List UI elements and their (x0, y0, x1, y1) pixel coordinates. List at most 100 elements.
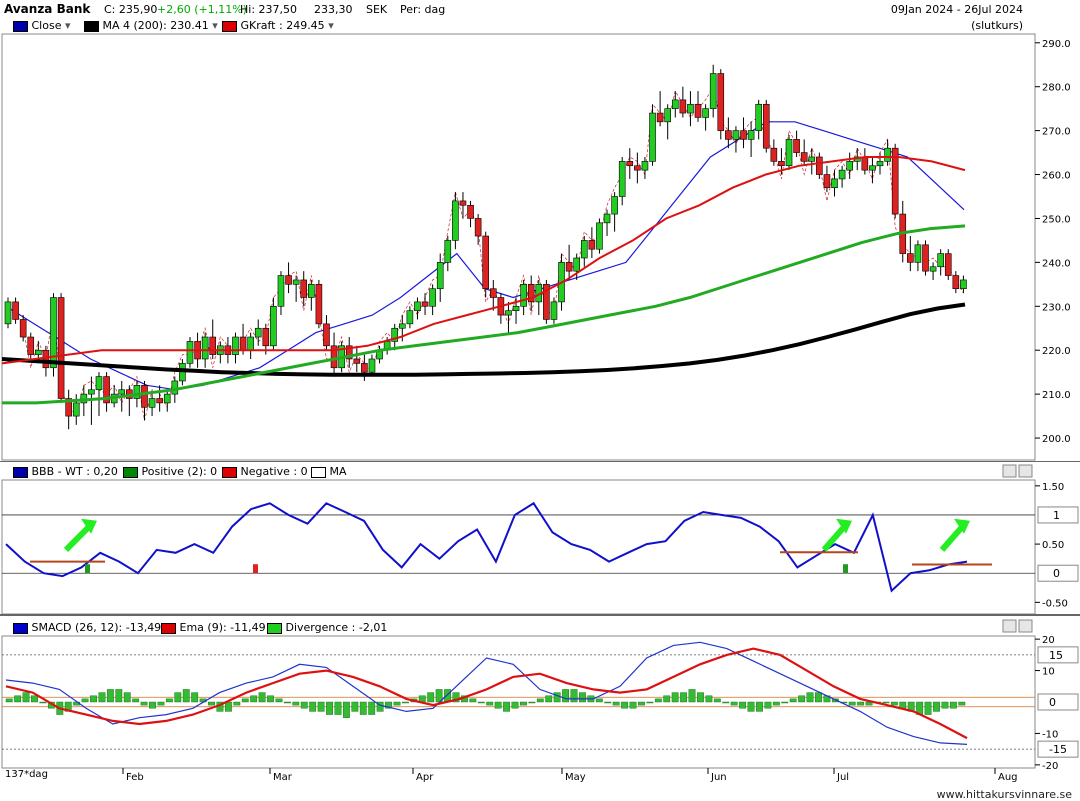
divergence-bar (595, 698, 603, 703)
smacd-legend-item[interactable]: SMACD (26, 12): -13,49 (13, 621, 161, 634)
divergence-bar (545, 695, 553, 703)
divergence-bar (494, 701, 502, 709)
y-tick-label: 220.0 (1042, 346, 1071, 357)
y-tick-label: 270.0 (1042, 127, 1071, 138)
candle-body (717, 73, 725, 131)
candle-body (823, 174, 831, 189)
divergence-bar (427, 692, 435, 703)
candle-body (406, 310, 414, 325)
positive-legend-item[interactable]: Positive (2): 0 (123, 465, 217, 478)
divergence-bar (106, 689, 114, 703)
divergence-bar (781, 701, 789, 704)
candle-body (732, 130, 740, 140)
ma-legend-item[interactable]: MA (311, 465, 347, 478)
candle-body (323, 323, 330, 347)
candle-body (929, 266, 937, 272)
divergence-bar (402, 701, 409, 704)
legend-swatch (161, 622, 176, 634)
x-tick-label: Mar (273, 772, 293, 783)
y-tick-label: 230.0 (1042, 302, 1071, 313)
divergence-bar (713, 698, 721, 703)
green-arrow-shaft (939, 522, 967, 552)
divergence-bar (191, 692, 199, 703)
divergence-bar (90, 695, 97, 703)
candle-body (27, 336, 35, 355)
negative-legend-item[interactable]: Negative : 0 (222, 465, 308, 478)
close-icon (1018, 464, 1033, 478)
candle-body (247, 336, 254, 351)
level-badge (1037, 740, 1079, 758)
divergence-bar (958, 701, 966, 706)
y-tick-label: 0.50 (1042, 540, 1064, 551)
divergence-legend-item[interactable]: Divergence : -2,01 (267, 621, 387, 634)
smacd-legend: SMACD (26, 12): -13,49 Ema (9): -11,49 D… (0, 618, 1035, 636)
divergence-bar (342, 701, 350, 718)
divergence-bar (250, 695, 258, 703)
divergence-bar (22, 692, 30, 703)
candle-body (201, 336, 209, 360)
currency: SEK (366, 3, 388, 16)
legend-swatch (123, 466, 138, 478)
candle-body (118, 389, 126, 395)
candle-body (436, 262, 444, 290)
divergence-bar (612, 701, 620, 706)
candle-body (133, 385, 141, 399)
candle-body (937, 253, 944, 268)
divergence-bar (562, 689, 569, 703)
watermark[interactable]: www.hittakursvinnare.se (936, 788, 1072, 801)
candle-body (838, 169, 846, 180)
level-badge (1037, 646, 1079, 664)
candle-body (103, 376, 110, 404)
divergence-bar (165, 698, 173, 703)
candle-body (88, 389, 95, 395)
price-chart: 200.0 210.0 220.0 230.0 240.0 250.0 260.0 270.0… (0, 33, 1080, 462)
divergence-bar (503, 701, 510, 712)
x-tick-label: Jun (710, 772, 727, 783)
y-tick-label: 210.0 (1042, 390, 1071, 401)
divergence-bar (241, 698, 249, 703)
candle-body (163, 393, 171, 404)
y-tick-label: -10 (1042, 729, 1058, 740)
bbb-legend-item[interactable]: BBB - WT : 0,20 (13, 465, 118, 478)
candle-body (952, 275, 960, 290)
legend-swatch (222, 466, 237, 478)
divergence-bar (756, 701, 763, 712)
candle-body (664, 108, 671, 123)
candle-body (429, 288, 436, 307)
candle-body (171, 380, 179, 395)
divergence-bar (39, 701, 47, 704)
ema-legend-item[interactable]: Ema (9): -11,49 (161, 621, 266, 634)
level-badge (1037, 564, 1079, 582)
y-tick-label: 260.0 (1042, 171, 1071, 182)
legend-swatch (222, 20, 237, 32)
divergence-bar (258, 692, 266, 703)
header-bar: Avanza Bank C: 235,90 +2,60 (+1,11%) Hi:… (0, 0, 1035, 18)
divergence-bar (157, 701, 165, 706)
candle-body (482, 235, 490, 290)
candle-body (239, 336, 247, 351)
candle-body (550, 301, 558, 320)
legend-close[interactable]: Close ▾ (13, 19, 71, 32)
candle-body (611, 196, 618, 215)
candle-body (702, 108, 709, 118)
mode-label: (slutkurs) (971, 19, 1023, 32)
y-tick-label: 20 (1042, 635, 1055, 646)
level-badge-label: 0 (1049, 696, 1056, 709)
candle-body (300, 279, 308, 298)
legend-gkraft[interactable]: GKraft : 249.45 ▾ (222, 19, 334, 32)
stock-name: Avanza Bank (4, 2, 91, 16)
candle-body (65, 398, 72, 417)
divergence-bar (654, 698, 662, 703)
candle-body (277, 275, 285, 307)
divergence-bar (890, 701, 898, 706)
candle-body (262, 327, 270, 347)
divergence-bar (798, 695, 806, 703)
smacd-chart: 20 10 -10 -20 15 0 -15 Feb Mar Apr May Jun Jul Aug (1, 619, 1079, 783)
divergence-bar (882, 701, 890, 704)
candle-body (618, 161, 626, 197)
divergence-bar (393, 701, 401, 706)
divergence-bar (764, 701, 772, 709)
legend-ma200[interactable]: MA 4 (200): 230.41 ▾ (84, 19, 218, 32)
candle-body (960, 279, 967, 290)
price-panel: Avanza Bank C: 235,90 +2,60 (+1,11%) Hi:… (0, 0, 1080, 462)
